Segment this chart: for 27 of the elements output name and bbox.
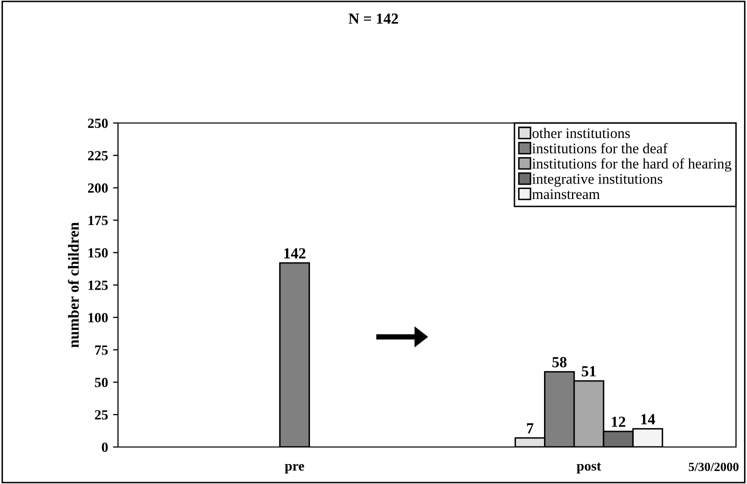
legend-label: institutions for the deaf xyxy=(532,142,668,154)
data-label: 12 xyxy=(612,416,626,427)
data-label: 51 xyxy=(582,366,596,376)
data-label: 7 xyxy=(527,423,534,434)
y-tick-label: 250 xyxy=(88,118,108,128)
y-tick-label: 125 xyxy=(88,280,108,290)
y-tick-label: 175 xyxy=(88,216,108,226)
text: 5/30/2000 xyxy=(688,462,739,472)
y-tick-label: 0 xyxy=(102,442,108,452)
legend-label: integrative institutions xyxy=(532,174,662,187)
x-tick-label: pre xyxy=(284,464,304,474)
chart-title: N = 142 xyxy=(348,14,398,24)
x-tick-label: post xyxy=(576,462,602,474)
legend-label: other institutions xyxy=(532,128,630,138)
legend-label: mainstream xyxy=(532,189,600,200)
y-tick-label: 200 xyxy=(88,183,108,193)
data-label: 142 xyxy=(284,248,306,258)
y-tick-label: 25 xyxy=(94,410,108,420)
data-label: 14 xyxy=(641,414,656,424)
y-tick-label: 100 xyxy=(88,312,108,322)
y-tick-label: 75 xyxy=(95,346,108,355)
y-axis-title: number of children xyxy=(68,222,79,348)
legend-label: institutions for the hard of hearing xyxy=(532,158,732,172)
y-tick-label: 225 xyxy=(88,151,108,160)
data-label: 58 xyxy=(552,357,567,368)
y-tick-label: 50 xyxy=(94,378,108,388)
y-tick-label: 150 xyxy=(88,248,108,258)
